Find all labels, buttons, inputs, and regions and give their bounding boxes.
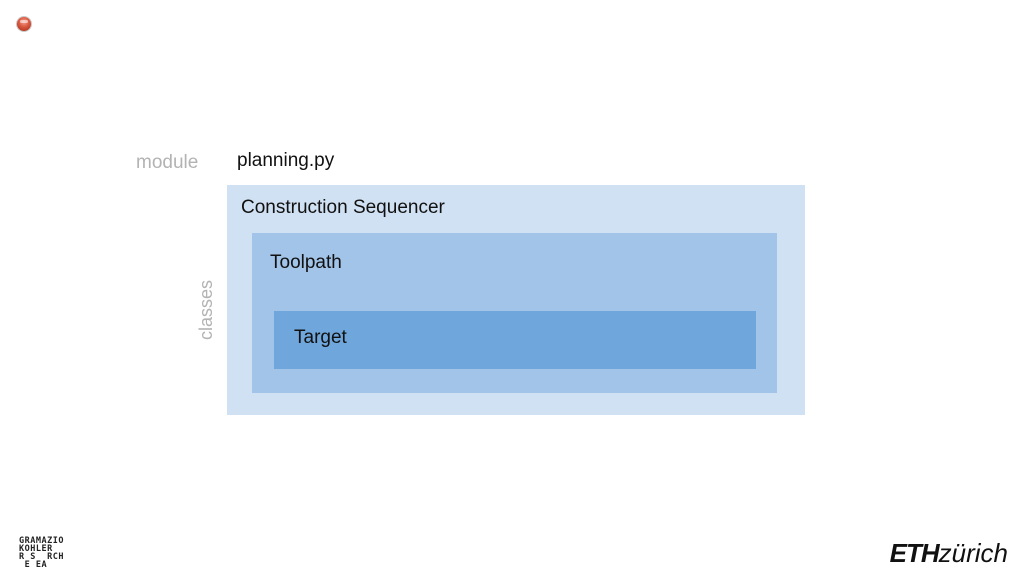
logo-line: R S RCH	[19, 552, 64, 562]
classes-label: classes	[196, 279, 216, 340]
logo-line: GRAMAZIO	[19, 536, 64, 546]
zurich-logo-text: zürich	[938, 538, 1008, 568]
eth-logo-text: ETH	[889, 538, 940, 568]
module-label: module	[136, 152, 199, 173]
gramazio-kohler-logo: GRAMAZIO KOHLER R S RCH E EA	[19, 536, 64, 570]
record-indicator-icon	[17, 17, 31, 31]
class-title-toolpath: Toolpath	[270, 252, 342, 273]
class-title-construction-sequencer: Construction Sequencer	[241, 197, 445, 218]
class-box-target: Target	[274, 311, 756, 369]
logo-line: KOHLER	[19, 544, 53, 554]
logo-line: E EA	[19, 560, 48, 570]
module-name: planning.py	[237, 150, 335, 171]
eth-zurich-logo: ETHzürich	[890, 538, 1008, 568]
class-title-target: Target	[294, 327, 347, 348]
